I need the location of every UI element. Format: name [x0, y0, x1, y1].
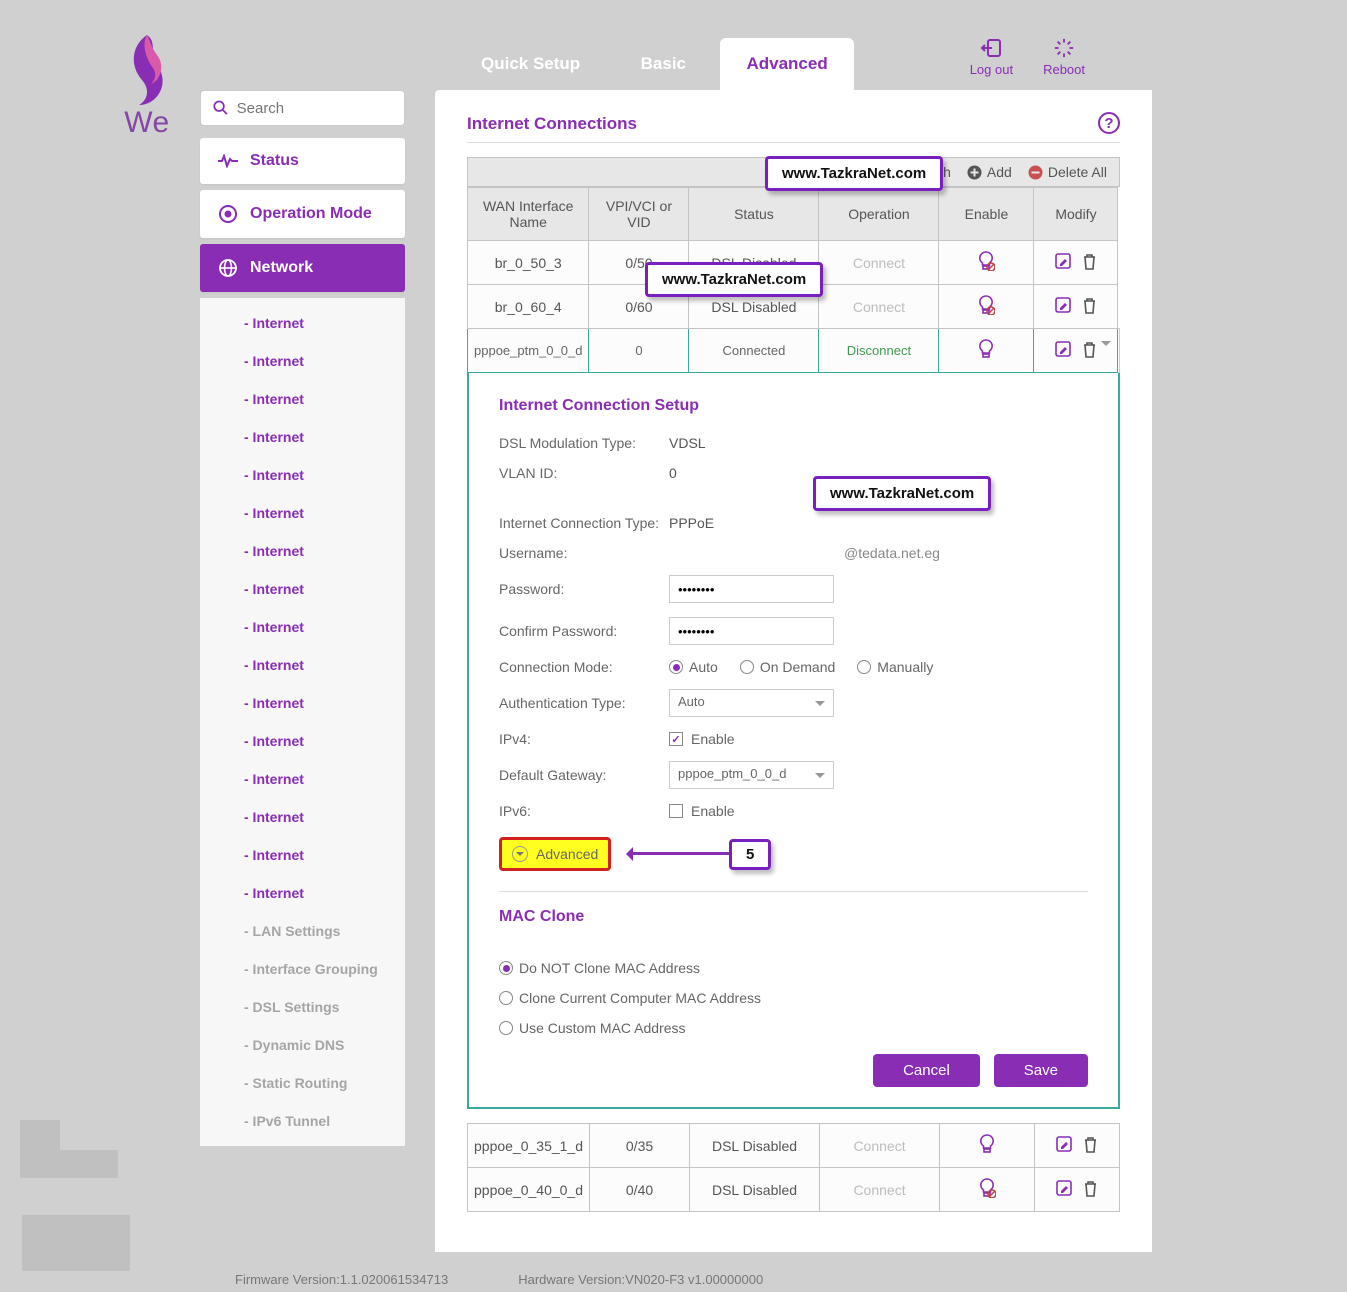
ipv6-enable-checkbox[interactable]: [669, 804, 683, 818]
sidebar-sub-internet[interactable]: - Internet: [200, 646, 405, 684]
search-input[interactable]: [237, 100, 392, 117]
save-button[interactable]: Save: [994, 1054, 1088, 1087]
sidebar-sub-internet[interactable]: - Internet: [200, 760, 405, 798]
confirm-password-input[interactable]: [669, 617, 834, 645]
sidebar-sub-dsl[interactable]: - DSL Settings: [200, 988, 405, 1026]
sidebar-sub-internet[interactable]: - Internet: [200, 874, 405, 912]
hardware-version: Hardware Version:VN020-F3 v1.00000000: [518, 1272, 763, 1287]
minus-icon: [1028, 165, 1043, 180]
pulse-icon: [218, 154, 238, 168]
tab-basic[interactable]: Basic: [615, 38, 712, 91]
edit-icon[interactable]: [1056, 1180, 1073, 1197]
edit-icon[interactable]: [1056, 1136, 1073, 1153]
cm-manually-radio[interactable]: Manually: [857, 659, 933, 675]
annotation-watermark: www.TazkraNet.com: [645, 262, 823, 297]
logout-label: Log out: [970, 62, 1013, 77]
trash-icon[interactable]: [1083, 1136, 1098, 1153]
delete-all-button[interactable]: Delete All: [1028, 164, 1107, 180]
cancel-button[interactable]: Cancel: [873, 1054, 980, 1087]
target-icon: [218, 204, 238, 224]
annotation-watermark: www.TazkraNet.com: [765, 156, 943, 191]
trash-icon[interactable]: [1083, 1180, 1098, 1197]
page-title: Internet Connections ?: [467, 114, 1120, 143]
sidebar-sub-internet[interactable]: - Internet: [200, 456, 405, 494]
reboot-label: Reboot: [1043, 62, 1085, 77]
table-row[interactable]: pppoe_0_40_0_d0/40DSL Disabled Connect: [468, 1168, 1120, 1212]
sidebar-sub-static[interactable]: - Static Routing: [200, 1064, 405, 1102]
sidebar-sub-lan[interactable]: - LAN Settings: [200, 912, 405, 950]
logout-button[interactable]: Log out: [970, 38, 1013, 77]
bulb-icon[interactable]: [977, 339, 995, 359]
cm-auto-radio[interactable]: Auto: [669, 659, 718, 675]
main-tabs: Quick Setup Basic Advanced: [455, 38, 858, 91]
decor: [20, 1120, 60, 1178]
table-row[interactable]: pppoe_0_35_1_d0/35DSL Disabled Connect: [468, 1124, 1120, 1168]
sidebar-sub-internet[interactable]: - Internet: [200, 722, 405, 760]
annotation-arrow: [629, 852, 729, 855]
cm-ondemand-radio[interactable]: On Demand: [740, 659, 835, 675]
table-row[interactable]: pppoe_ptm_0_0_d0Connected Disconnect: [468, 329, 1120, 373]
sidebar-operation-mode[interactable]: Operation Mode: [200, 190, 405, 238]
sidebar-sub-internet[interactable]: - Internet: [200, 684, 405, 722]
sidebar-sub-internet[interactable]: - Internet: [200, 380, 405, 418]
search-icon: [213, 99, 229, 117]
sidebar-status[interactable]: Status: [200, 138, 405, 184]
sidebar-sub-iface[interactable]: - Interface Grouping: [200, 950, 405, 988]
advanced-toggle[interactable]: Advanced: [499, 837, 611, 871]
plus-icon: [967, 165, 982, 180]
trash-icon[interactable]: [1082, 341, 1097, 358]
gateway-select[interactable]: pppoe_ptm_0_0_d: [669, 761, 834, 789]
password-input[interactable]: [669, 575, 834, 603]
add-button[interactable]: Add: [967, 164, 1012, 180]
bulb-icon[interactable]: [978, 1134, 996, 1154]
sidebar: Status Operation Mode Network - Internet…: [200, 90, 405, 1146]
chevron-down-icon: [512, 846, 528, 862]
auth-type-select[interactable]: Auto: [669, 689, 834, 717]
firmware-version: Firmware Version:1.1.020061534713: [235, 1272, 448, 1287]
trash-icon[interactable]: [1082, 253, 1097, 270]
help-icon[interactable]: ?: [1098, 112, 1120, 134]
sidebar-sub-internet[interactable]: - Internet: [200, 570, 405, 608]
sidebar-sub-internet[interactable]: - Internet: [200, 342, 405, 380]
sidebar-sub-internet[interactable]: - Internet: [200, 304, 405, 342]
sidebar-sub-internet[interactable]: - Internet: [200, 836, 405, 874]
annotation-watermark: www.TazkraNet.com: [813, 476, 991, 511]
main-panel: Internet Connections ? Refresh Add Delet…: [435, 90, 1152, 1252]
wan-table-extra: pppoe_0_35_1_d0/35DSL Disabled Connect p…: [467, 1123, 1120, 1212]
sidebar-sub-ipv6[interactable]: - IPv6 Tunnel: [200, 1102, 405, 1140]
edit-icon[interactable]: [1055, 341, 1072, 358]
mac-no-clone-radio[interactable]: Do NOT Clone MAC Address: [499, 960, 700, 976]
brand-text: We: [92, 106, 202, 140]
brand-logo: We: [92, 30, 202, 140]
footer: Firmware Version:1.1.020061534713 Hardwa…: [235, 1272, 763, 1287]
mac-custom-radio[interactable]: Use Custom MAC Address: [499, 1020, 686, 1036]
sidebar-sub-ddns[interactable]: - Dynamic DNS: [200, 1026, 405, 1064]
connection-setup-panel: Internet Connection Setup DSL Modulation…: [467, 373, 1120, 1109]
edit-icon[interactable]: [1055, 297, 1072, 314]
bulb-icon[interactable]: [978, 1178, 996, 1198]
sidebar-network[interactable]: Network: [200, 244, 405, 292]
annotation-step-5: 5: [729, 839, 771, 870]
search-box[interactable]: [200, 90, 405, 126]
reboot-button[interactable]: Reboot: [1043, 38, 1085, 77]
sidebar-sub-internet[interactable]: - Internet: [200, 798, 405, 836]
mac-clone-current-radio[interactable]: Clone Current Computer MAC Address: [499, 990, 761, 1006]
mac-clone-title: MAC Clone: [499, 908, 1088, 926]
decor: [60, 1150, 118, 1178]
decor: [22, 1215, 130, 1271]
ipv4-enable-checkbox[interactable]: [669, 732, 683, 746]
edit-icon[interactable]: [1055, 253, 1072, 270]
tab-advanced[interactable]: Advanced: [720, 38, 853, 91]
sidebar-sub-internet[interactable]: - Internet: [200, 494, 405, 532]
setup-title: Internet Connection Setup: [499, 397, 1088, 415]
bulb-icon[interactable]: [977, 251, 995, 271]
globe-icon: [218, 258, 238, 278]
trash-icon[interactable]: [1082, 297, 1097, 314]
sidebar-sub-internet[interactable]: - Internet: [200, 418, 405, 456]
bulb-icon[interactable]: [977, 295, 995, 315]
sidebar-sub-internet[interactable]: - Internet: [200, 608, 405, 646]
sidebar-sub-internet[interactable]: - Internet: [200, 532, 405, 570]
tab-quick-setup[interactable]: Quick Setup: [455, 38, 606, 91]
